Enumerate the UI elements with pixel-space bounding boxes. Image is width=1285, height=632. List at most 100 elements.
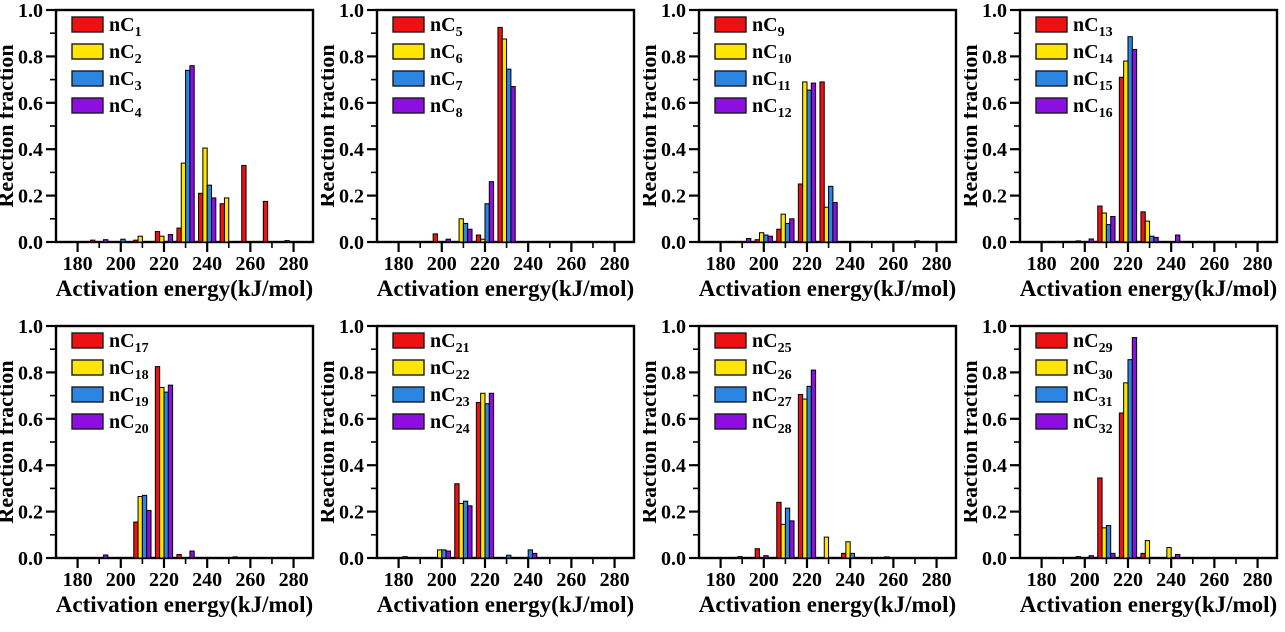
legend-swatch-nC8 bbox=[392, 97, 425, 114]
y-tick-label: 1.0 bbox=[18, 316, 43, 338]
legend-swatch-nC19 bbox=[71, 386, 104, 403]
x-tick-label: 280 bbox=[1242, 569, 1272, 591]
x-tick-label: 280 bbox=[921, 569, 951, 591]
x-tick-label: 180 bbox=[705, 253, 735, 275]
bar-nC25 bbox=[736, 556, 743, 559]
legend-label-nC26: nC26 bbox=[752, 357, 792, 383]
subplot-nC5-nC8: 180 200 220 240 260 280 0.0 0.2 0.4 0.6 0.8 1.0 nC5 n… bbox=[321, 0, 642, 316]
subplot-nC9-nC12: 180 200 220 240 260 280 0.0 0.2 0.4 0.6 0.8 1.0 nC9 n… bbox=[643, 0, 964, 316]
legend-label-nC5: nC5 bbox=[430, 14, 463, 40]
bar-nC7 bbox=[484, 203, 491, 243]
chart-canvas: 180 200 220 240 260 280 0.0 0.2 0.4 0.6 0.8 1.0 nC17… bbox=[0, 316, 315, 617]
bar-nC31 bbox=[1105, 525, 1111, 559]
bar-nC17 bbox=[232, 556, 238, 559]
bar-nC22 bbox=[458, 502, 465, 559]
y-tick-label: 0.2 bbox=[18, 502, 43, 524]
bar-nC11 bbox=[805, 89, 812, 243]
y-tick-label: 0.4 bbox=[661, 455, 686, 477]
legend-label-nC29: nC29 bbox=[1073, 330, 1113, 356]
x-tick-label: 280 bbox=[279, 253, 309, 275]
bar-nC9 bbox=[913, 240, 920, 243]
legend-swatch-nC6 bbox=[392, 43, 425, 60]
legend-swatch-nC31 bbox=[1035, 386, 1068, 403]
y-tick-label: 0.4 bbox=[339, 139, 364, 161]
legend-label-nC27: nC27 bbox=[752, 384, 792, 410]
legend-swatch-nC27 bbox=[713, 386, 747, 403]
bar-nC12 bbox=[745, 238, 751, 243]
y-axis-label: Reaction fraction bbox=[964, 360, 982, 523]
x-axis-label: Activation energy(kJ/mol) bbox=[377, 276, 634, 301]
legend-swatch-nC13 bbox=[1035, 16, 1068, 33]
y-tick-label: 1.0 bbox=[661, 316, 686, 338]
chart-canvas: 180 200 220 240 260 2800.00.20.40.60.81.0nC5n… bbox=[321, 0, 636, 301]
x-tick-label: 280 bbox=[600, 569, 630, 591]
x-tick-label: 260 bbox=[557, 253, 587, 275]
bar-nC29 bbox=[1096, 477, 1103, 559]
y-tick-label: 1.0 bbox=[661, 0, 686, 22]
legend-swatch-nC24 bbox=[392, 413, 425, 430]
legend-label-nC12: nC12 bbox=[752, 95, 792, 121]
legend-label-nC10: nC10 bbox=[752, 41, 792, 67]
bar-nC1 bbox=[284, 240, 290, 243]
bar-nC7 bbox=[463, 222, 469, 243]
bar-nC9 bbox=[797, 183, 803, 243]
bar-nC15 bbox=[1105, 224, 1111, 243]
bar-nC2 bbox=[223, 197, 230, 243]
bar-nC25 bbox=[775, 501, 782, 559]
legend-label-nC21: nC21 bbox=[430, 330, 470, 356]
legend-label-nC18: nC18 bbox=[109, 357, 149, 383]
y-tick-label: 0.6 bbox=[661, 93, 686, 115]
y-tick-label: 0.2 bbox=[982, 186, 1007, 208]
y-tick-label: 0.6 bbox=[982, 93, 1007, 115]
bar-nC5 bbox=[432, 233, 439, 243]
legend-label-nC3: nC3 bbox=[109, 68, 142, 94]
subplot-nC13-nC16: 180 200 220 240 260 280 0.0 0.2 0.4 0.6 0.8 1.0 nC13… bbox=[964, 0, 1285, 316]
legend-label-nC16: nC16 bbox=[1073, 95, 1113, 121]
bar-nC21 bbox=[402, 556, 408, 559]
bar-nC10 bbox=[780, 213, 786, 243]
x-tick-label: 260 bbox=[1199, 569, 1229, 591]
bar-nC30 bbox=[1101, 527, 1107, 559]
x-tick-label: 180 bbox=[63, 253, 93, 275]
legend-swatch-nC28 bbox=[713, 413, 747, 430]
bar-nC14 bbox=[1144, 220, 1150, 243]
subplot-nC25-nC28: 180 200 220 240 260 280 0.0 0.2 0.4 0.6 0.8 1.0 nC25… bbox=[643, 316, 964, 632]
bar-nC28 bbox=[788, 520, 795, 559]
x-tick-label: 240 bbox=[192, 569, 222, 591]
bar-nC1 bbox=[262, 200, 269, 243]
y-tick-label: 1.0 bbox=[339, 0, 364, 22]
subplot-nC21-nC24: 180 200 220 240 260 280 0.0 0.2 0.4 0.6 0.8 1.0 nC21… bbox=[321, 316, 642, 632]
bar-nC26 bbox=[823, 536, 829, 559]
x-tick-label: 180 bbox=[384, 569, 414, 591]
bar-nC24 bbox=[445, 550, 452, 559]
y-tick-label: 0.0 bbox=[982, 548, 1007, 570]
legend-swatch-nC23 bbox=[392, 386, 425, 403]
bar-nC2 bbox=[159, 235, 165, 243]
bar-nC8 bbox=[510, 86, 516, 243]
x-tick-label: 220 bbox=[149, 253, 179, 275]
bar-nC4 bbox=[210, 197, 217, 243]
legend-swatch-nC4 bbox=[71, 97, 104, 114]
x-axis-label: Activation energy(kJ/mol) bbox=[698, 276, 955, 301]
x-tick-label: 180 bbox=[1026, 253, 1056, 275]
legend-swatch-nC5 bbox=[392, 16, 425, 33]
legend-label-nC19: nC19 bbox=[109, 384, 149, 410]
x-axis-label: Activation energy(kJ/mol) bbox=[698, 592, 955, 617]
legend-label-nC11: nC11 bbox=[752, 68, 791, 94]
legend-swatch-nC12 bbox=[713, 97, 747, 114]
bar-nC1 bbox=[176, 227, 182, 243]
bar-nC16 bbox=[1088, 238, 1094, 243]
legend-label-nC22: nC22 bbox=[430, 357, 470, 383]
bar-nC21 bbox=[454, 483, 460, 559]
bar-nC1 bbox=[133, 239, 139, 243]
y-tick-label: 0.0 bbox=[982, 232, 1007, 254]
x-tick-label: 200 bbox=[1070, 569, 1100, 591]
bar-nC4 bbox=[167, 234, 174, 243]
bar-nC10 bbox=[823, 206, 829, 243]
y-tick-label: 0.6 bbox=[982, 409, 1007, 431]
bar-nC6 bbox=[502, 38, 508, 243]
